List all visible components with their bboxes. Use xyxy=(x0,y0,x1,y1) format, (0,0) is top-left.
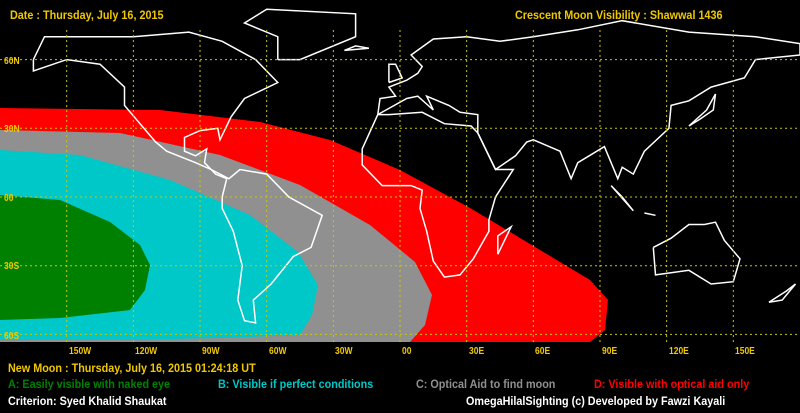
lon-label: 30W xyxy=(335,346,353,357)
coastline xyxy=(644,212,656,217)
lon-label: 90E xyxy=(601,346,618,357)
lon-label: 150W xyxy=(68,346,91,357)
world-map xyxy=(0,8,800,345)
lon-label: 60W xyxy=(268,346,287,357)
legend-b: B: Visible if perfect conditions xyxy=(218,377,374,391)
coastline xyxy=(377,19,800,181)
credit-label: OmegaHilalSighting (c) Developed by Fawz… xyxy=(466,394,726,408)
coastline xyxy=(32,31,324,324)
date-label: Date : Thursday, July 16, 2015 xyxy=(10,8,164,22)
legend-d: D: Visible with optical aid only xyxy=(594,377,750,391)
coastline xyxy=(388,63,404,84)
new-moon-time: New Moon : Thursday, July 16, 2015 01:24… xyxy=(8,361,256,375)
lat-label: 30N xyxy=(4,124,20,135)
coastline xyxy=(688,93,717,127)
coastline xyxy=(344,45,370,52)
lon-label: 30E xyxy=(468,346,484,357)
lat-label: 30S xyxy=(4,261,20,272)
coastline xyxy=(768,283,797,304)
zone-a-naked-eye xyxy=(0,195,150,320)
lon-label: 90W xyxy=(202,346,220,357)
coastline xyxy=(242,8,357,61)
coastline xyxy=(361,111,515,278)
lon-label: 00 xyxy=(402,346,412,357)
criterion-label: Criterion: Syed Khalid Shaukat xyxy=(8,394,167,408)
lat-label: 60S xyxy=(4,331,20,342)
coastline xyxy=(652,221,741,285)
legend-c: C: Optical Aid to find moon xyxy=(416,377,556,391)
lon-label: 60E xyxy=(535,346,551,357)
coastline xyxy=(610,185,634,212)
coastline xyxy=(497,224,514,255)
lat-label: 60N xyxy=(4,56,20,67)
lon-label: 120W xyxy=(135,346,158,357)
map-title: Crescent Moon Visibility : Shawwal 1436 xyxy=(515,8,723,22)
legend-a: A: Easily visible with naked eye xyxy=(8,377,171,391)
lat-label: 00 xyxy=(4,193,14,204)
lon-label: 120E xyxy=(668,346,689,357)
lon-label: 150E xyxy=(735,346,756,357)
